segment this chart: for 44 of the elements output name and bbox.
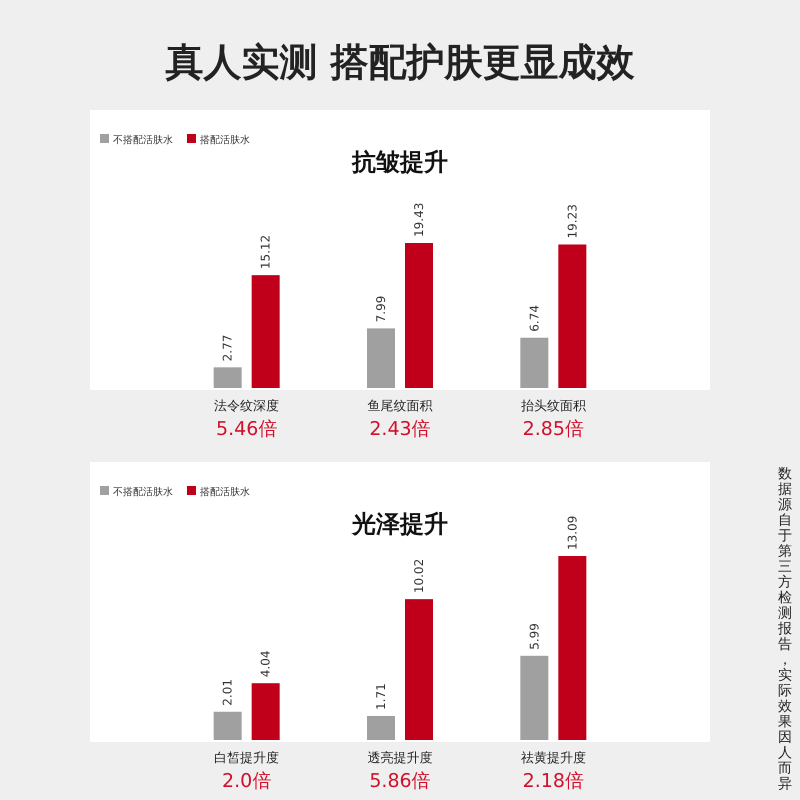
x-tick-label: 白皙提升度 bbox=[214, 750, 280, 766]
data-label: 10.02 bbox=[412, 558, 426, 594]
text: 2.43倍 bbox=[369, 418, 431, 440]
bar bbox=[405, 599, 433, 740]
x-tick-label: 透亮提升度 bbox=[368, 750, 432, 766]
bar bbox=[214, 712, 242, 740]
data-label: 5.99 bbox=[527, 623, 542, 650]
bar bbox=[558, 244, 586, 388]
data-label: 6.74 bbox=[527, 304, 542, 332]
data-label: 13.09 bbox=[565, 516, 580, 550]
data-label: 2.77 bbox=[220, 334, 235, 362]
data-label: 1.71 bbox=[374, 683, 388, 710]
data-label: 19.23 bbox=[565, 204, 580, 238]
text: 2.85倍 bbox=[522, 418, 584, 440]
bar bbox=[405, 243, 433, 388]
data-label: 4.04 bbox=[258, 650, 273, 678]
bar bbox=[520, 338, 548, 388]
text: 2.18倍 bbox=[522, 770, 584, 792]
x-tick-label: 祛黄提升度 bbox=[520, 750, 586, 766]
data-label: 19.43 bbox=[412, 202, 426, 237]
data-label: 2.01 bbox=[220, 679, 235, 706]
chart-subtitle: 抗皱提升 bbox=[351, 148, 448, 176]
text: 5.46倍 bbox=[216, 418, 278, 440]
bar bbox=[520, 656, 548, 740]
x-tick-label: 抬头纹面积 bbox=[520, 399, 586, 414]
bar bbox=[367, 716, 395, 740]
legend-label: 搭配活肤水 bbox=[200, 134, 250, 146]
bar bbox=[252, 275, 280, 388]
chart-title: 真人实测 搭配护肤更显成效 bbox=[164, 40, 636, 84]
text: 2.0倍 bbox=[222, 770, 272, 792]
data-label: 7.99 bbox=[374, 296, 388, 322]
x-tick-label: 法令纹深度 bbox=[214, 398, 280, 414]
chart-title: 光泽提升 bbox=[351, 510, 448, 538]
legend-label: 不搭配活肤水 bbox=[113, 134, 173, 146]
bar bbox=[252, 683, 280, 740]
bar bbox=[367, 328, 395, 388]
bar bbox=[214, 367, 242, 388]
x-tick-label: 鱼尾纹面积 bbox=[368, 399, 432, 414]
bar bbox=[558, 556, 586, 740]
legend-label: 不搭配活肤水 bbox=[113, 486, 173, 498]
legend-label: 搭配活肤水 bbox=[200, 486, 250, 498]
data-label: 15.12 bbox=[258, 234, 273, 270]
text: 数据源自于第三方检测报告，实际效果因人而异 bbox=[778, 466, 792, 792]
text: 5.86倍 bbox=[369, 770, 431, 792]
